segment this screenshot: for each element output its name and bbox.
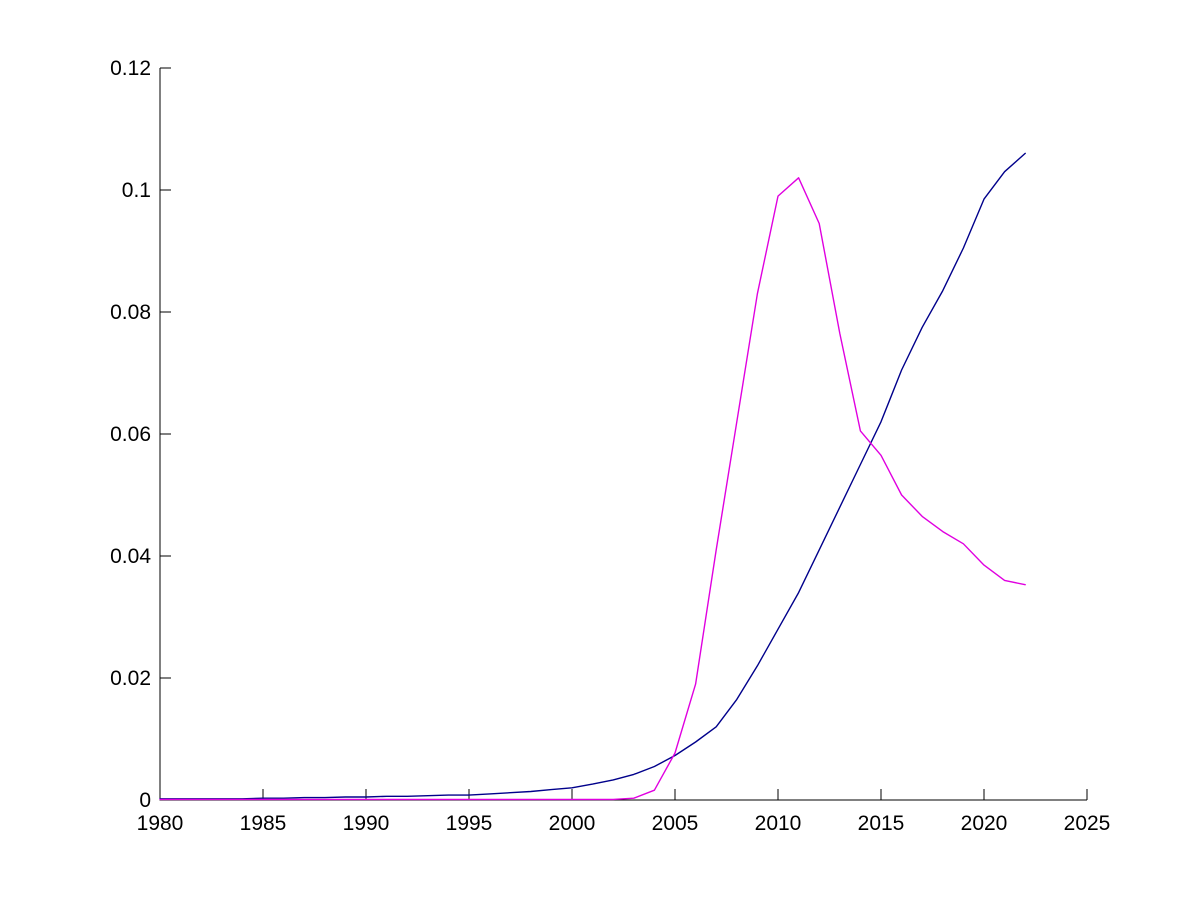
axis-lines [159, 68, 1087, 801]
x-tick-label: 2005 [652, 812, 699, 835]
y-tick-label: 0.06 [110, 423, 151, 446]
magenta-line [159, 177, 1026, 801]
y-tick-label: 0.02 [110, 667, 151, 690]
x-tick-label: 1995 [446, 812, 493, 835]
y-tick-label: 0.1 [122, 179, 151, 202]
navy-line [159, 152, 1026, 800]
y-tick-label: 0.04 [110, 545, 151, 568]
y-tick-label: 0.12 [110, 57, 151, 80]
y-tick-label: 0.08 [110, 301, 151, 324]
x-tick-label: 2015 [858, 812, 905, 835]
x-tick-label: 2000 [549, 812, 596, 835]
y-tick-label: 0 [139, 789, 151, 812]
x-tick-label: 1980 [137, 812, 184, 835]
x-tick-label: 1985 [240, 812, 287, 835]
x-tick-label: 2020 [961, 812, 1008, 835]
x-tick-label: 1990 [343, 812, 390, 835]
x-tick-label: 2010 [755, 812, 802, 835]
x-tick-label: 2025 [1064, 812, 1111, 835]
